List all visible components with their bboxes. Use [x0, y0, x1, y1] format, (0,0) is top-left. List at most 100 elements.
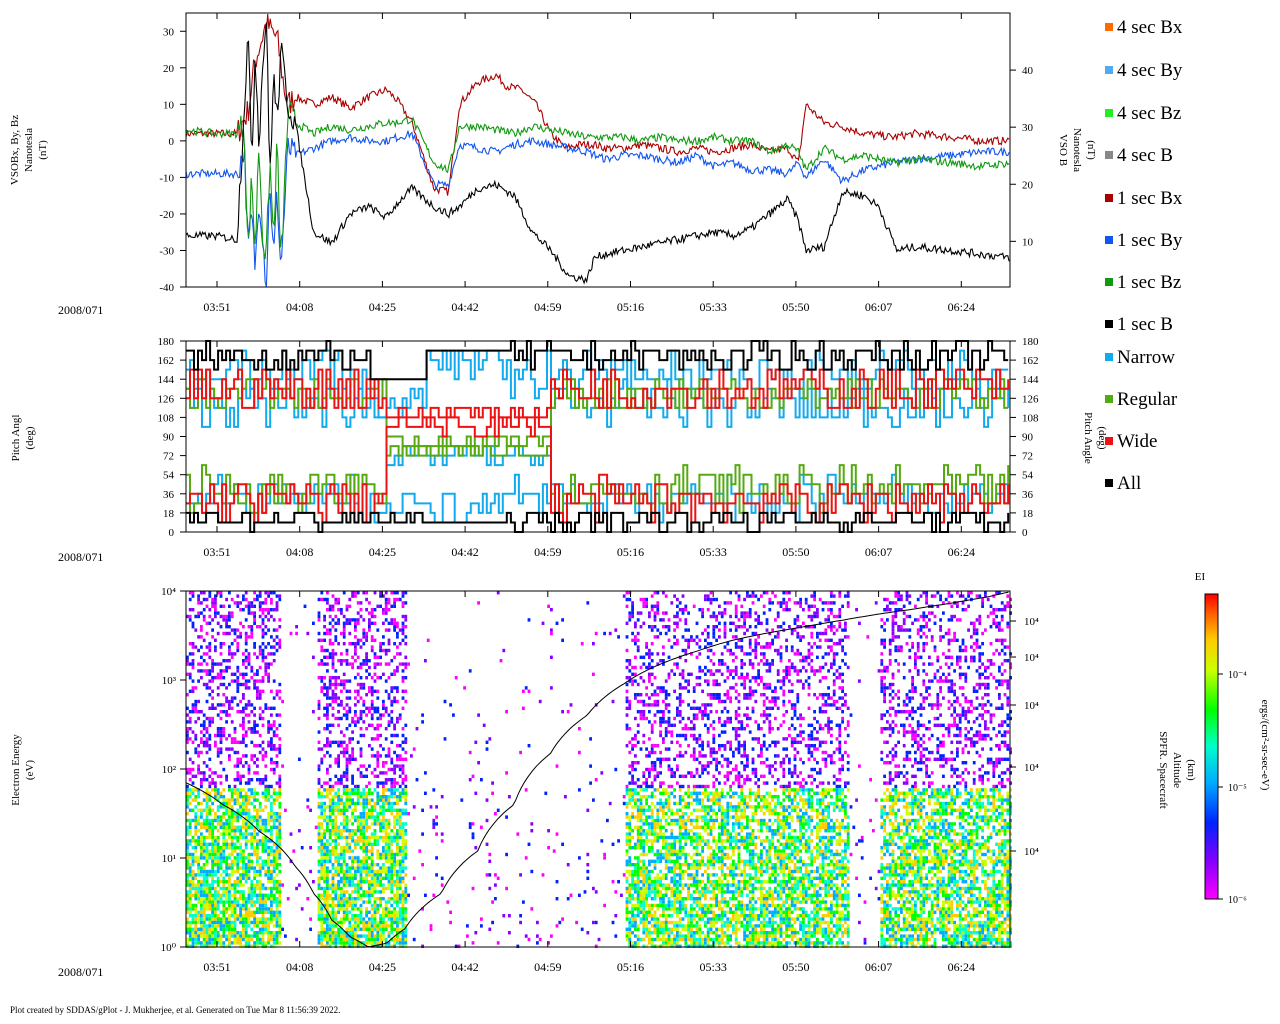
spectrogram-cell	[656, 604, 660, 608]
spectrogram-cell	[650, 608, 654, 612]
spectrogram-cell	[214, 897, 217, 901]
spectrogram-cell	[270, 937, 273, 942]
spectrogram-cell	[340, 880, 343, 884]
spectrogram-cell	[222, 829, 226, 833]
spectrogram-cell	[256, 808, 259, 812]
spectrogram-cell	[664, 863, 668, 867]
spectrogram-cell	[379, 716, 382, 721]
spectrogram-cell	[634, 890, 637, 894]
spectrogram-cell	[345, 652, 349, 656]
spectrogram-cell	[186, 730, 189, 734]
spectrogram-cell	[636, 914, 640, 918]
spectrogram-cell	[639, 710, 643, 714]
spectrogram-cell	[323, 795, 326, 799]
spectrogram-cell	[398, 927, 402, 931]
spectrogram-cell	[270, 920, 273, 925]
spectrogram-cell	[188, 869, 192, 874]
spectrogram-cell	[326, 631, 329, 636]
spectrogram-cell	[250, 703, 254, 707]
spectrogram-cell	[662, 737, 665, 741]
spectrogram-cell	[382, 910, 385, 914]
spectrogram-cell	[188, 614, 192, 619]
spectrogram-cell	[331, 914, 335, 918]
spectrogram-cell	[331, 625, 335, 629]
spectrogram-cell	[337, 863, 340, 867]
spectrogram-cell	[244, 713, 248, 717]
spectrogram-cell	[345, 849, 349, 853]
spectrogram-cell	[267, 730, 270, 734]
spectrogram-cell	[667, 856, 671, 860]
spectrogram-cell	[317, 822, 321, 826]
spectrogram-cell	[197, 920, 200, 925]
spectrogram-cell	[376, 873, 380, 877]
spectrogram-cell	[323, 781, 326, 785]
spectrogram-cell	[384, 818, 388, 823]
spectrogram-cell	[222, 886, 226, 891]
spectrogram-cell	[270, 737, 273, 741]
spectrogram-cell	[230, 849, 234, 853]
spectrogram-cell	[362, 944, 366, 948]
spectrogram-cell	[659, 808, 662, 812]
spectrogram-cell	[656, 601, 660, 605]
spectrogram-cell	[645, 842, 648, 846]
spectrogram-cell	[197, 893, 200, 897]
spectrogram-cell	[256, 672, 259, 676]
spectrogram-cell	[625, 597, 629, 602]
spectrogram-cell	[382, 920, 385, 925]
spectrogram-cell	[670, 784, 674, 789]
spectrogram-cell	[401, 931, 405, 935]
spectrogram-cell	[281, 699, 284, 704]
spectrogram-cell	[253, 761, 256, 765]
spectrogram-cell	[337, 900, 340, 904]
spectrogram-cell	[368, 897, 371, 901]
spectrogram-cell	[396, 927, 399, 931]
spectrogram-cell	[670, 907, 674, 911]
spectrogram-cell	[404, 601, 408, 605]
spectrogram-cell	[401, 893, 405, 897]
spectrogram-cell	[278, 625, 282, 629]
spectrogram-cell	[662, 716, 665, 721]
spectrogram-cell	[356, 907, 360, 911]
spectrogram-cell	[398, 835, 402, 840]
spectrogram-cell	[628, 669, 632, 673]
spectrogram-cell	[331, 890, 335, 894]
spectrogram-cell	[351, 900, 354, 904]
spectrogram-cell	[382, 886, 385, 891]
spectrogram-cell	[631, 931, 634, 935]
spectrogram-cell	[225, 927, 228, 931]
spectrogram-cell	[370, 771, 374, 775]
spectrogram-cell	[376, 774, 380, 778]
spectrogram-cell	[275, 601, 279, 605]
spectrogram-cell	[578, 727, 581, 731]
spectrogram-cell	[239, 740, 242, 744]
spectrogram-cell	[373, 934, 377, 938]
spectrogram-cell	[354, 876, 357, 880]
spectrogram-cell	[230, 924, 234, 928]
spectrogram-cell	[208, 679, 212, 683]
spectrogram-cell	[275, 859, 279, 863]
spectrogram-cell	[648, 903, 651, 908]
spectrogram-cell	[650, 849, 654, 853]
spectrogram-cell	[264, 672, 268, 676]
spectrogram-cell	[326, 859, 329, 863]
spectrogram-cell	[247, 601, 251, 605]
spectrogram-cell	[211, 910, 214, 914]
spectrogram-cell	[216, 863, 220, 867]
spectrogram-cell	[205, 795, 209, 799]
spectrogram-cell	[270, 597, 273, 602]
spectrogram-cell	[398, 713, 402, 717]
spectrogram-cell	[379, 812, 382, 816]
spectrogram-cell	[334, 893, 338, 897]
spectrogram-cell	[342, 937, 346, 942]
spectrogram-cell	[211, 822, 214, 826]
spectrogram-cell	[659, 849, 662, 853]
spectrogram-cell	[494, 897, 497, 901]
spectrogram-cell	[387, 910, 391, 914]
spectrogram-cell	[225, 890, 228, 894]
spectrogram-cell	[488, 737, 492, 741]
spectrogram-cell	[214, 893, 217, 897]
spectrogram-cell	[205, 937, 209, 942]
spectrogram-cell	[379, 771, 382, 775]
spectrogram-cell	[348, 842, 352, 846]
spectrogram-cell	[600, 839, 604, 843]
